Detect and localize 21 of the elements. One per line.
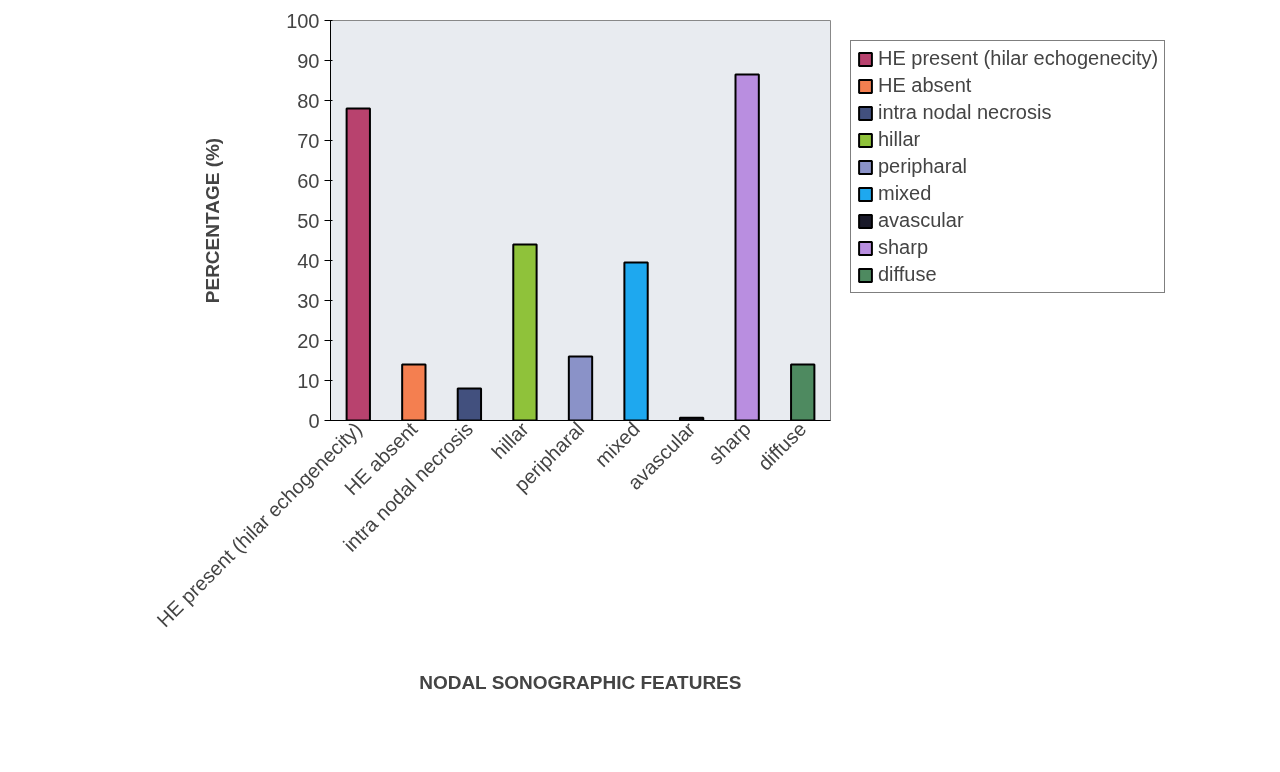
- y-tick-label: 90: [297, 49, 320, 72]
- legend-label: HE absent: [878, 74, 972, 97]
- y-tick-label: 30: [297, 289, 320, 312]
- y-tick-label: 40: [297, 249, 320, 272]
- legend-label: mixed: [878, 182, 932, 205]
- y-tick-label: 70: [297, 129, 320, 152]
- y-tick-label: 50: [297, 209, 320, 232]
- legend-label: peripharal: [878, 155, 967, 178]
- y-tick-label: 60: [297, 169, 320, 192]
- legend-label: intra nodal necrosis: [878, 101, 1052, 124]
- y-tick-label: 20: [297, 329, 320, 352]
- legend-label: avascular: [878, 209, 964, 232]
- y-tick-label: 10: [297, 369, 320, 392]
- x-axis-title: NODAL SONOGRAPHIC FEATURES: [419, 672, 742, 694]
- y-axis-title: PERCENTAGE (%): [202, 137, 224, 304]
- legend-label: diffuse: [878, 263, 937, 286]
- y-tick-label: 80: [297, 89, 320, 112]
- legend-label: sharp: [878, 236, 929, 259]
- y-tick-label: 100: [286, 9, 320, 32]
- legend-label: HE present (hilar echogenecity): [878, 47, 1159, 70]
- legend-label: hillar: [878, 128, 921, 151]
